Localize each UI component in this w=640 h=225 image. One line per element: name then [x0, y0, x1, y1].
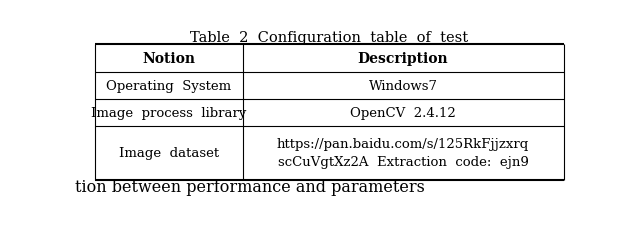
Text: Operating  System: Operating System	[106, 79, 231, 92]
Text: tion between performance and parameters: tion between performance and parameters	[75, 178, 425, 195]
Text: Image  process  library: Image process library	[91, 106, 246, 119]
Text: Notion: Notion	[142, 52, 195, 66]
Text: Windows7: Windows7	[369, 79, 438, 92]
Text: Description: Description	[358, 52, 449, 66]
Text: OpenCV  2.4.12: OpenCV 2.4.12	[350, 106, 456, 119]
Text: https://pan.baidu.com/s/125RkFjjzxrq
scCuVgtXz2A  Extraction  code:  ejn9: https://pan.baidu.com/s/125RkFjjzxrq scC…	[277, 138, 529, 169]
Text: Image  dataset: Image dataset	[118, 147, 219, 160]
Text: Table  2  Configuration  table  of  test: Table 2 Configuration table of test	[190, 31, 468, 45]
